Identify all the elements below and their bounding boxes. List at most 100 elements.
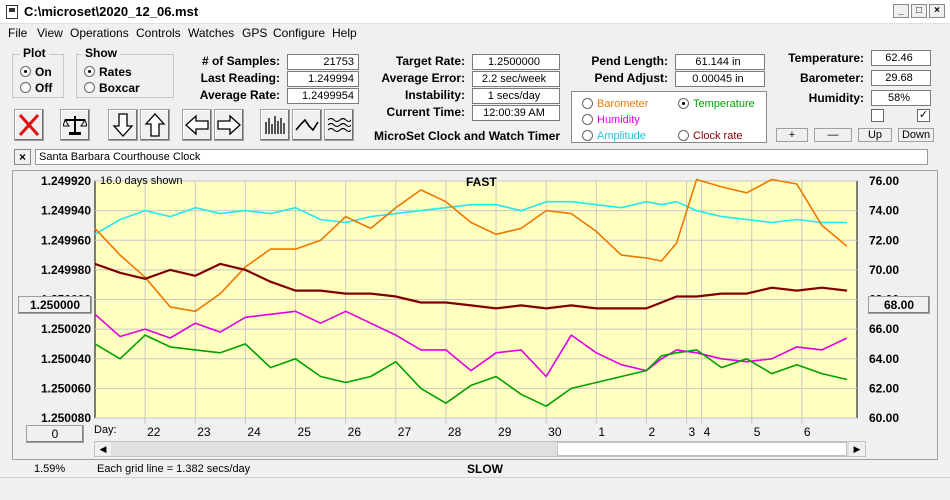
- aux-amplitude-option[interactable]: Amplitude: [582, 128, 646, 142]
- maximize-button[interactable]: □: [911, 4, 927, 18]
- left-center-button[interactable]: 1.250000: [18, 296, 92, 314]
- day-axis-label: Day:: [94, 424, 117, 436]
- target-rate-label: Target Rate:: [395, 54, 465, 68]
- window-title: C:\microset\2020_12_06.mst: [24, 4, 199, 19]
- stop-x-icon: [18, 113, 40, 137]
- scroll-right-icon[interactable]: ▶: [849, 442, 865, 456]
- y-right-tick: 62.00: [869, 381, 899, 395]
- barometer-value: 29.68: [871, 70, 931, 86]
- menu-operations[interactable]: Operations: [70, 26, 129, 40]
- menu-watches[interactable]: Watches: [188, 26, 235, 40]
- close-window-button[interactable]: ×: [929, 4, 945, 18]
- balance-button[interactable]: [60, 109, 90, 141]
- menu-help[interactable]: Help: [332, 26, 357, 40]
- down-arrow-button[interactable]: [108, 109, 138, 141]
- menu-configure[interactable]: Configure: [273, 26, 326, 40]
- series-line-amplitude: [94, 200, 847, 235]
- aux-amplitude-radio[interactable]: [582, 130, 593, 142]
- right-center-button[interactable]: 68.00: [868, 296, 930, 314]
- scroll-thumb[interactable]: [557, 442, 847, 456]
- aux-humidity-radio[interactable]: [582, 114, 593, 126]
- right-arrow-button[interactable]: [214, 109, 244, 141]
- offset-zero-button[interactable]: 0: [26, 425, 84, 443]
- show-boxcar-radio[interactable]: [84, 82, 95, 94]
- checkbox-right[interactable]: ✓: [917, 109, 930, 122]
- title-bar: C:\microset\2020_12_06.mst _ □ ×: [0, 0, 950, 24]
- x-day-tick: 27: [398, 425, 412, 439]
- scale-minus-button[interactable]: —: [814, 128, 852, 142]
- aux-humidity-option[interactable]: Humidity: [582, 112, 640, 126]
- pend-length-value[interactable]: 61.144 in: [675, 54, 765, 70]
- pend-length-label: Pend Length:: [591, 54, 668, 68]
- x-day-tick: 22: [147, 425, 161, 439]
- plot-off-option[interactable]: Off: [20, 80, 52, 95]
- target-rate-value[interactable]: 1.2500000: [472, 54, 560, 70]
- menu-view[interactable]: View: [37, 26, 63, 40]
- x-day-tick: 26: [348, 425, 362, 439]
- up-arrow-button[interactable]: [140, 109, 170, 141]
- bar-view-button[interactable]: [260, 109, 290, 141]
- show-rates-radio[interactable]: [84, 66, 95, 78]
- barometer-label: Barometer:: [799, 71, 864, 85]
- scale-plus-button[interactable]: +: [776, 128, 808, 142]
- samples-label: # of Samples:: [201, 54, 280, 68]
- left-arrow-icon: [185, 114, 209, 136]
- show-rates-option[interactable]: Rates: [84, 64, 132, 79]
- bar-graph-icon: [265, 116, 285, 134]
- scale-up-button[interactable]: Up: [858, 128, 892, 142]
- stop-button[interactable]: [14, 109, 44, 141]
- y-left-tick: 1.249940: [41, 204, 91, 218]
- multi-wave-button[interactable]: [324, 109, 354, 141]
- x-day-tick: 3: [689, 425, 696, 439]
- last-reading-value: 1.249994: [287, 71, 359, 87]
- series-line-humidity: [94, 310, 848, 378]
- x-day-tick: 29: [498, 425, 512, 439]
- aux-temperature-radio[interactable]: [678, 98, 689, 110]
- status-bar: [0, 477, 950, 500]
- plot-on-radio[interactable]: [20, 66, 31, 78]
- aux-clock-rate-option[interactable]: Clock rate: [678, 128, 743, 142]
- scroll-left-icon[interactable]: ◀: [95, 442, 111, 456]
- minimize-button[interactable]: _: [893, 4, 909, 18]
- plot-on-option[interactable]: On: [20, 64, 52, 79]
- line-view-button[interactable]: [292, 109, 322, 141]
- instability-value: 1 secs/day: [472, 88, 560, 104]
- show-group: [76, 54, 174, 98]
- y-left-tick: 1.249960: [41, 233, 91, 247]
- aux-series-selector: Barometer Temperature Humidity Amplitude…: [571, 91, 767, 143]
- fast-label: FAST: [466, 175, 497, 189]
- humidity-value: 58%: [871, 90, 931, 106]
- checkbox-left[interactable]: [871, 109, 884, 122]
- y-left-tick: 1.250060: [41, 381, 91, 395]
- x-day-tick: 6: [804, 425, 811, 439]
- x-day-tick: 24: [247, 425, 261, 439]
- menu-controls[interactable]: Controls: [136, 26, 181, 40]
- aux-temperature-option[interactable]: Temperature: [678, 96, 755, 110]
- y-right-tick: 60.00: [869, 411, 899, 425]
- average-rate-label: Average Rate:: [199, 88, 280, 102]
- x-day-tick: 2: [648, 425, 655, 439]
- y-left-tick: 1.250020: [41, 322, 91, 336]
- clear-clock-button[interactable]: ×: [14, 149, 31, 165]
- chart-panel: 1.249920 76.00 1.249940 74.00 1.249960 72.00 1…: [12, 170, 938, 460]
- last-reading-label: Last Reading:: [200, 71, 280, 85]
- pend-adjust-label: Pend Adjust:: [594, 71, 668, 85]
- series-line-barometer: [94, 178, 848, 313]
- multi-wave-icon: [327, 117, 351, 133]
- left-arrow-button[interactable]: [182, 109, 212, 141]
- plot-off-radio[interactable]: [20, 82, 31, 94]
- grid-note: Each grid line = 1.382 secs/day: [97, 463, 251, 475]
- horizontal-scrollbar[interactable]: ◀ ▶: [94, 441, 866, 457]
- menu-gps[interactable]: GPS: [242, 26, 268, 40]
- clock-name-field[interactable]: Santa Barbara Courthouse Clock: [35, 149, 928, 165]
- wave-line-icon: [295, 118, 319, 132]
- humidity-label: Humidity:: [808, 91, 864, 105]
- aux-barometer-option[interactable]: Barometer: [582, 96, 648, 110]
- aux-barometer-radio[interactable]: [582, 98, 593, 110]
- aux-clock-rate-radio[interactable]: [678, 130, 689, 142]
- y-right-tick: 66.00: [869, 322, 899, 336]
- scale-down-button[interactable]: Down: [898, 128, 934, 142]
- menu-bar: File View Operations Controls Watches GP…: [0, 24, 950, 42]
- menu-file[interactable]: File: [8, 26, 28, 40]
- show-boxcar-option[interactable]: Boxcar: [84, 80, 140, 95]
